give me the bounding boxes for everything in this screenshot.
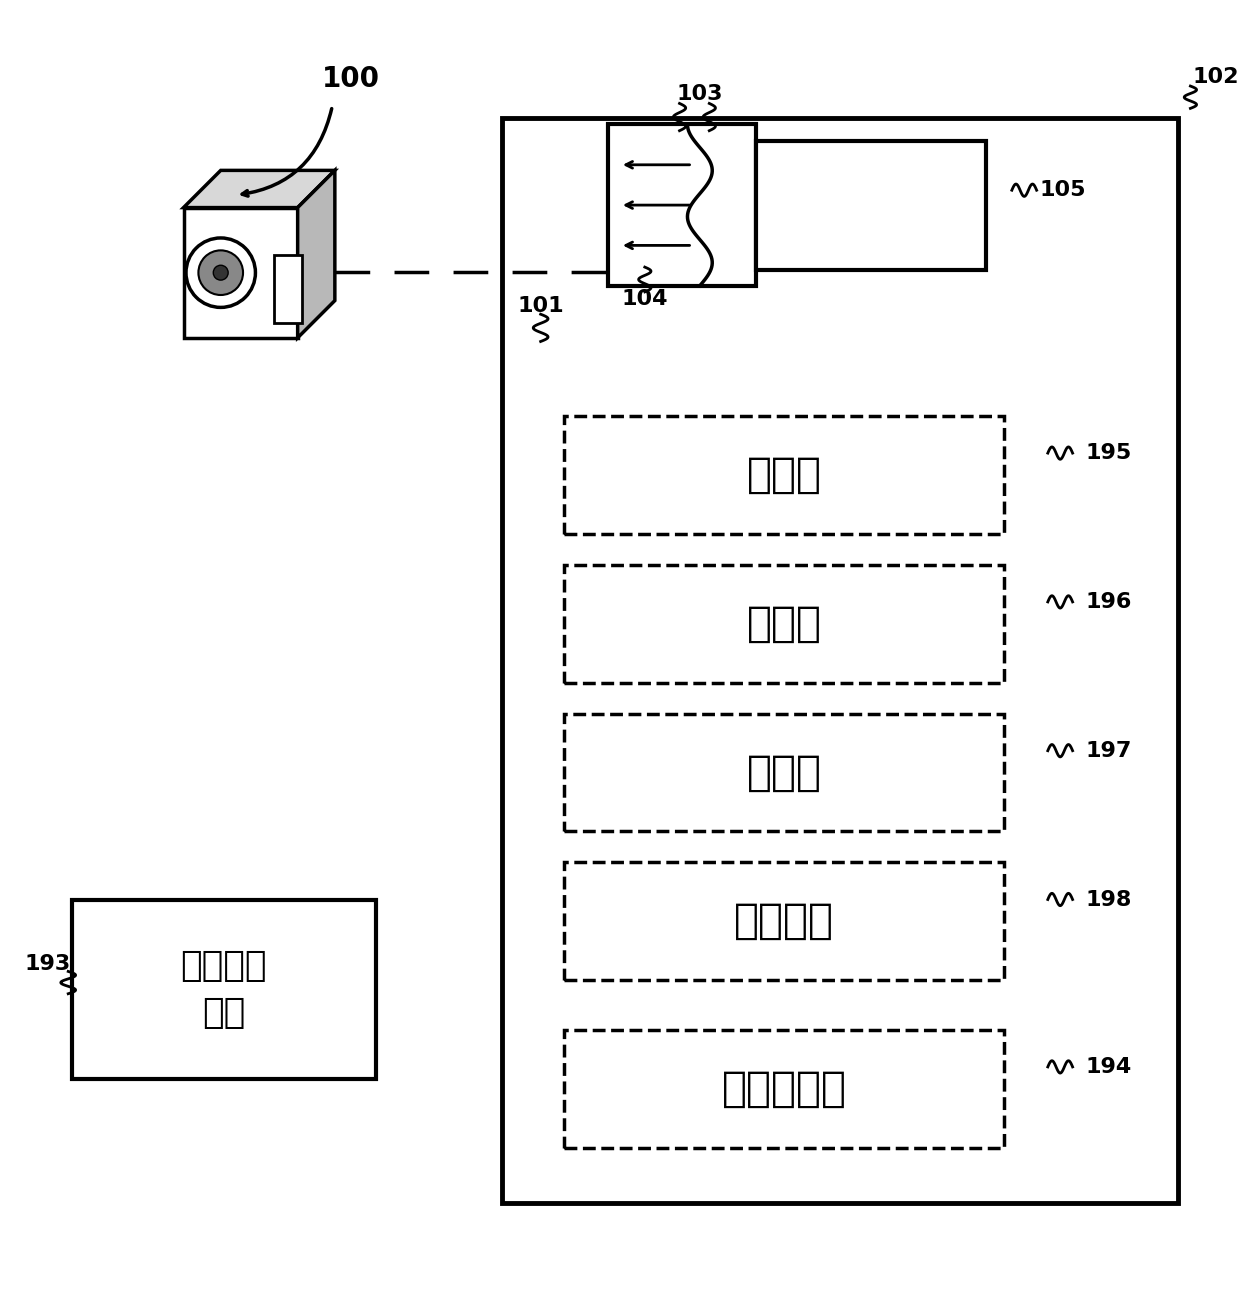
- Text: 197: 197: [1085, 740, 1131, 761]
- Text: 存储器: 存储器: [746, 602, 822, 645]
- Bar: [564, 863, 1004, 980]
- Bar: [564, 1029, 1004, 1148]
- Text: 101: 101: [517, 296, 564, 315]
- Bar: [564, 714, 1004, 831]
- Text: 103: 103: [676, 83, 723, 103]
- Bar: [72, 899, 376, 1079]
- Text: 105: 105: [1039, 180, 1086, 201]
- Text: 196: 196: [1085, 592, 1131, 612]
- Bar: [564, 416, 1004, 534]
- Text: 运动传感器: 运动传感器: [722, 1067, 847, 1110]
- Text: 194: 194: [1085, 1057, 1131, 1076]
- Bar: [608, 125, 756, 285]
- Text: 195: 195: [1085, 443, 1131, 463]
- Text: 处理器: 处理器: [746, 453, 822, 496]
- Text: 102: 102: [1193, 68, 1240, 87]
- Bar: [502, 119, 1178, 1203]
- Bar: [756, 141, 986, 270]
- Text: 机器可读
介质: 机器可读 介质: [181, 949, 267, 1031]
- Circle shape: [186, 238, 255, 308]
- Text: 193: 193: [25, 954, 71, 973]
- Text: 100: 100: [322, 65, 379, 93]
- Circle shape: [213, 266, 228, 280]
- Polygon shape: [184, 171, 335, 207]
- Bar: [274, 254, 301, 323]
- Text: 显示器: 显示器: [746, 752, 822, 794]
- Text: 其他部件: 其他部件: [734, 900, 835, 942]
- Bar: [184, 207, 298, 337]
- Circle shape: [198, 250, 243, 294]
- Text: 104: 104: [621, 289, 668, 309]
- Polygon shape: [298, 171, 335, 337]
- Text: 198: 198: [1085, 890, 1131, 909]
- Bar: [564, 564, 1004, 683]
